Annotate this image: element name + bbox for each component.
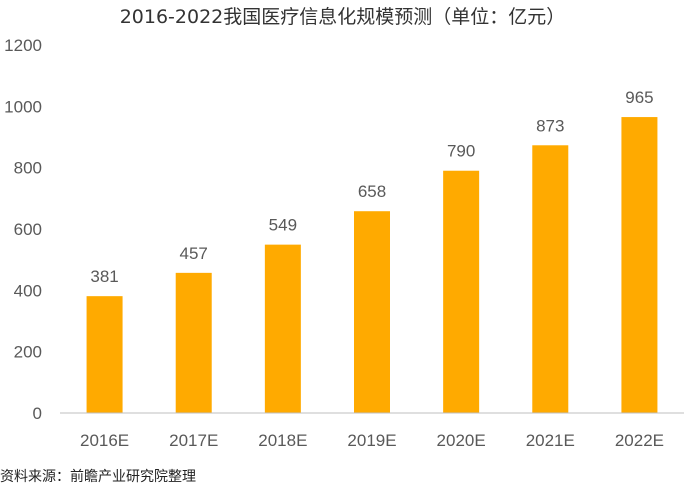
x-tick-label: 2017E bbox=[169, 431, 218, 450]
bar-value-label: 873 bbox=[536, 116, 564, 135]
x-tick-label: 2016E bbox=[80, 431, 129, 450]
x-tick-label: 2021E bbox=[526, 431, 575, 450]
bar bbox=[86, 296, 123, 413]
x-axis-tick-labels: 2016E 2017E 2018E 2019E 2020E 2021E 2022E bbox=[80, 431, 664, 450]
x-tick-label: 2018E bbox=[258, 431, 307, 450]
bar bbox=[621, 117, 658, 414]
x-tick-label: 2020E bbox=[437, 431, 486, 450]
source-note: 资料来源：前瞻产业研究院整理 bbox=[0, 469, 196, 485]
y-axis-tick-labels: 0 200 400 600 800 1000 1200 bbox=[4, 36, 42, 423]
bar bbox=[443, 170, 480, 413]
y-tick-label: 600 bbox=[14, 220, 42, 239]
bar-series bbox=[86, 117, 658, 414]
x-tick-label: 2019E bbox=[347, 431, 396, 450]
bar bbox=[264, 244, 301, 413]
y-tick-label: 1000 bbox=[4, 97, 42, 116]
bar-value-label: 381 bbox=[90, 267, 118, 286]
y-tick-label: 400 bbox=[14, 281, 42, 300]
bar bbox=[354, 211, 390, 413]
y-tick-label: 1200 bbox=[4, 36, 42, 55]
bar-value-label: 658 bbox=[358, 182, 386, 201]
x-tick-label: 2022E bbox=[615, 431, 664, 450]
bar bbox=[532, 145, 569, 413]
y-tick-label: 800 bbox=[14, 159, 42, 178]
bar-value-label: 549 bbox=[269, 216, 297, 235]
bar bbox=[175, 272, 212, 413]
data-labels: 381 457 549 658 790 873 965 bbox=[90, 88, 653, 286]
bar-value-label: 965 bbox=[625, 88, 653, 107]
y-tick-label: 200 bbox=[14, 343, 42, 362]
chart-title: 2016-2022我国医疗信息化规模预测（单位：亿元） bbox=[119, 6, 566, 28]
y-tick-label: 0 bbox=[33, 404, 42, 423]
bar-value-label: 457 bbox=[180, 244, 208, 263]
bar-value-label: 790 bbox=[447, 142, 475, 161]
